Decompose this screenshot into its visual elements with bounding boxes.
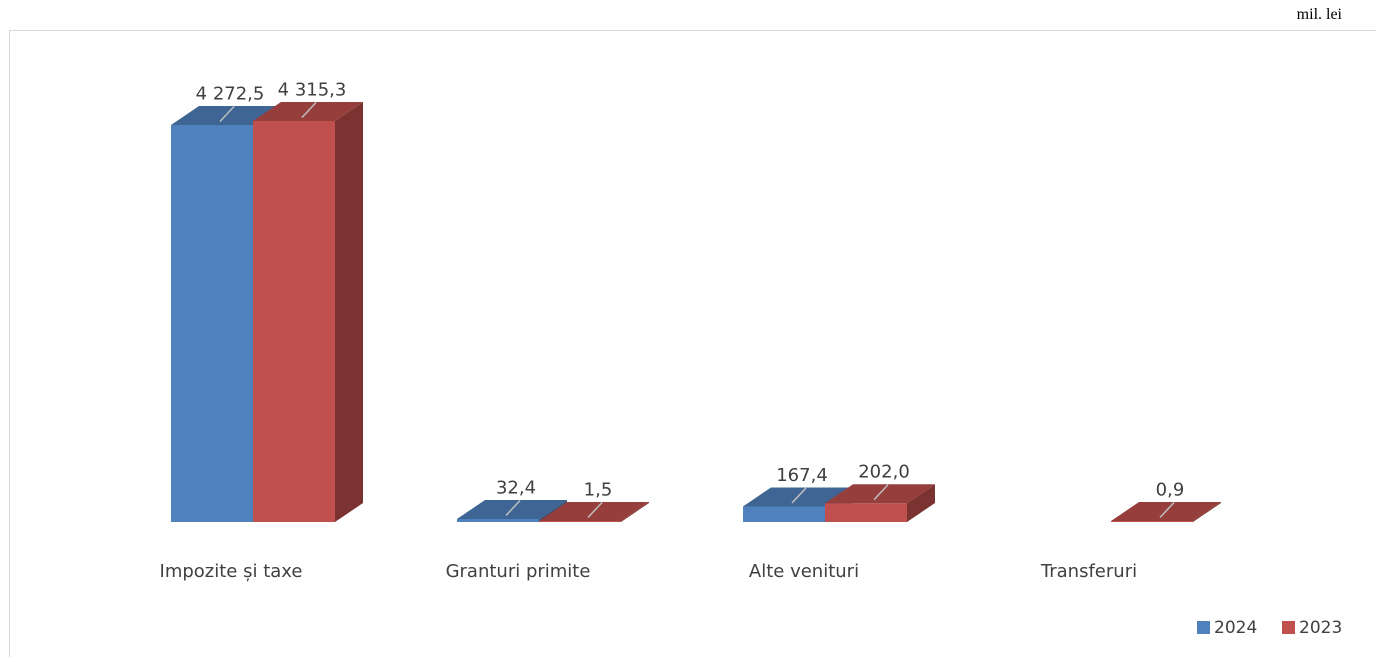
bar-front-impozite-si-taxe-2023 (253, 121, 335, 522)
bar-side-granturi-primite-2023 (621, 502, 649, 522)
leader-line-impozite-si-taxe-2024 (219, 105, 235, 122)
leader-line-alte-venituri-2023 (873, 484, 889, 501)
legend-swatch-2023 (1282, 621, 1295, 634)
legend-label-2024: 2024 (1214, 618, 1257, 638)
bar-side-transferuri-2023 (1193, 502, 1221, 522)
leader-line-granturi-primite-2024 (505, 499, 521, 517)
bar-front-impozite-si-taxe-2024 (171, 124, 253, 522)
bar-front-granturi-primite-2023 (539, 521, 621, 522)
data-label-granturi-primite-2024: 32,4 (496, 477, 536, 498)
legend-swatch-2024 (1197, 621, 1210, 634)
data-label-alte-venituri-2023: 202,0 (858, 462, 910, 483)
bar-front-alte-venituri-2023 (825, 503, 907, 522)
data-label-alte-venituri-2024: 167,4 (776, 465, 828, 486)
bar-front-transferuri-2023 (1111, 521, 1193, 522)
leader-line-transferuri-2023 (1159, 501, 1175, 519)
chart-frame (9, 30, 1376, 657)
data-label-transferuri-2023: 0,9 (1156, 480, 1185, 501)
legend-label-2023: 2023 (1299, 618, 1342, 638)
category-label-transferuri: Transferuri (1040, 561, 1137, 582)
category-label-impozite-si-taxe: Impozite și taxe (160, 561, 303, 582)
data-label-impozite-si-taxe-2023: 4 315,3 (278, 80, 347, 101)
category-label-granturi-primite: Granturi primite (446, 561, 591, 582)
leader-line-impozite-si-taxe-2023 (301, 101, 317, 119)
bar-front-granturi-primite-2024 (457, 518, 539, 522)
data-label-impozite-si-taxe-2024: 4 272,5 (196, 83, 265, 104)
leader-line-granturi-primite-2023 (587, 501, 603, 519)
leader-line-alte-venituri-2024 (791, 487, 807, 504)
bar-side-impozite-si-taxe-2023 (335, 102, 363, 522)
unit-label: mil. lei (1296, 6, 1342, 23)
category-label-alte-venituri: Alte venituri (749, 561, 859, 582)
bar-side-alte-venituri-2023 (907, 484, 935, 522)
bar-front-alte-venituri-2024 (743, 506, 825, 522)
data-label-granturi-primite-2023: 1,5 (584, 480, 613, 501)
